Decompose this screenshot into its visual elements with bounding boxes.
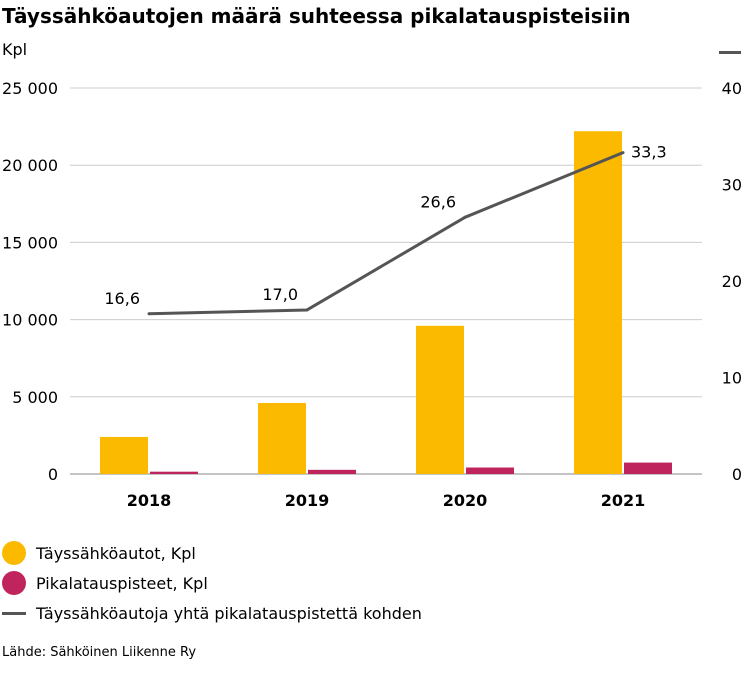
data-label-ratio-2018: 16,6 [104, 289, 140, 308]
legend-label-ratio: Täyssähköautoja yhtä pikalatauspistettä … [36, 603, 422, 623]
left-tick-label: 5 000 [12, 388, 58, 407]
line-point-2018 [147, 312, 151, 316]
data-label-ratio-2020: 26,6 [420, 192, 456, 211]
chart-plot: 0 5 000 10 000 15 000 20 000 25 000 0 10 20 30 40 2… [2, 79, 742, 510]
line-point-2021 [621, 151, 625, 155]
bar-cars-2018 [100, 436, 148, 474]
right-tick-label: 40 [722, 79, 742, 98]
right-tick-label: 20 [722, 272, 742, 291]
line-point-2020 [463, 215, 467, 219]
x-tick-label-2018: 2018 [127, 491, 172, 510]
line-point-2019 [305, 308, 309, 312]
source-note: Lähde: Sähköinen Liikenne Ry [2, 645, 197, 660]
legend-label-chargers: Pikalatauspisteet, Kpl [36, 573, 208, 593]
x-tick-label-2020: 2020 [443, 491, 488, 510]
legend-swatch-ratio [2, 611, 26, 615]
right-tick-label: 10 [722, 369, 742, 388]
legend-swatch-chargers [2, 571, 26, 595]
bar-chargers-2018 [150, 471, 198, 474]
legend-item-cars: Täyssähköautot, Kpl [2, 538, 422, 568]
data-label-ratio-2021: 33,3 [631, 143, 667, 162]
left-axis-unit: Kpl [2, 40, 28, 59]
bar-chargers-2021 [624, 462, 672, 474]
x-tick-label-2019: 2019 [285, 491, 330, 510]
left-tick-label: 15 000 [2, 233, 58, 252]
legend-swatch-cars [2, 541, 26, 565]
right-axis-line-marker [719, 51, 741, 54]
legend-item-chargers: Pikalatauspisteet, Kpl [2, 568, 422, 598]
right-tick-label: 30 [722, 176, 742, 195]
legend-item-ratio: Täyssähköautoja yhtä pikalatauspistettä … [2, 598, 422, 628]
data-label-ratio-2019: 17,0 [262, 285, 298, 304]
legend-label-cars: Täyssähköautot, Kpl [36, 543, 196, 563]
right-tick-label: 0 [732, 465, 742, 484]
x-tick-label-2021: 2021 [601, 491, 646, 510]
bar-chargers-2020 [466, 467, 514, 474]
left-tick-label: 10 000 [2, 311, 58, 330]
bar-cars-2021 [574, 131, 622, 474]
bar-cars-2019 [258, 402, 306, 474]
bar-chargers-2019 [308, 469, 356, 474]
left-tick-label: 0 [48, 465, 58, 484]
bar-cars-2020 [416, 325, 464, 474]
line-ratio [148, 151, 624, 316]
left-tick-label: 25 000 [2, 79, 58, 98]
chart-title: Täyssähköautojen määrä suhteessa pikalat… [2, 4, 631, 28]
left-tick-label: 20 000 [2, 156, 58, 175]
legend: Täyssähköautot, Kpl Pikalatauspisteet, K… [2, 538, 422, 628]
